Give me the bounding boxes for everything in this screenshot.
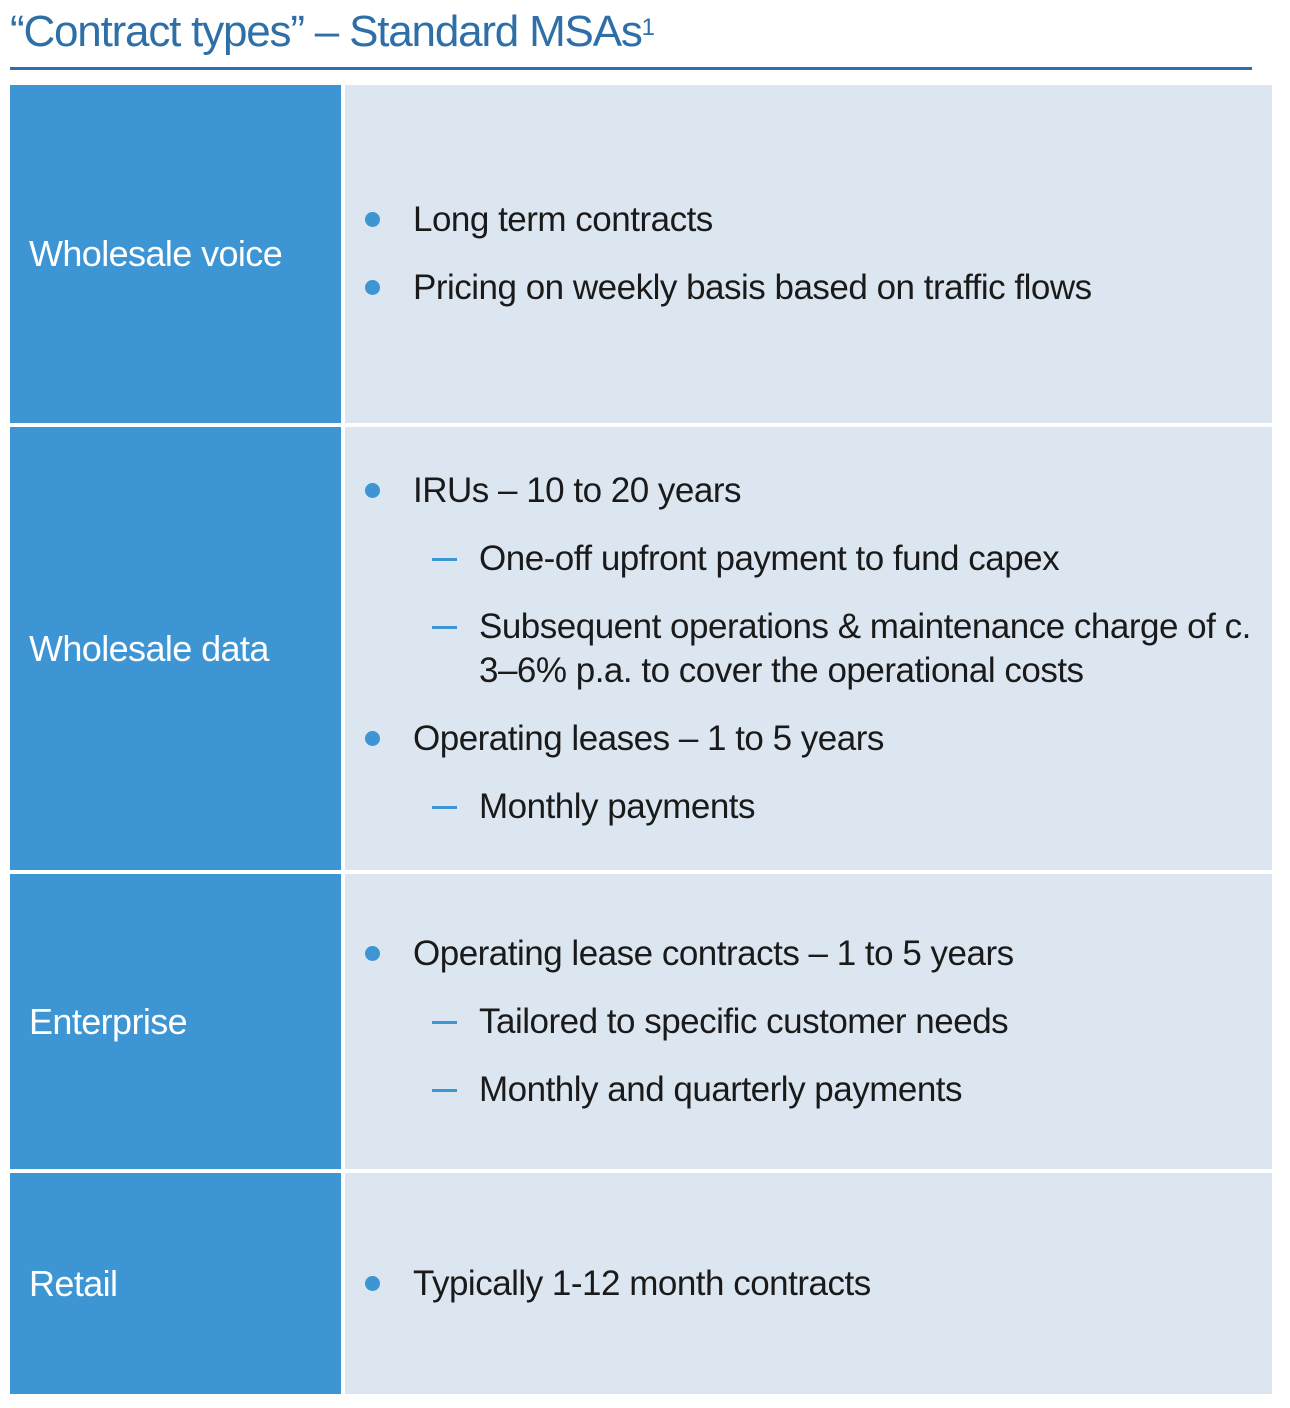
bullet-dot-icon [365, 212, 380, 227]
row-label: Wholesale voice [10, 85, 341, 423]
sub-bullet-text: One-off upfront payment to fund capex [479, 538, 1060, 578]
bullet-dot-icon [365, 1275, 380, 1291]
sub-bullet-text: Monthly payments [479, 786, 756, 826]
row-content: Typically 1-12 month contracts [345, 1173, 1272, 1394]
sub-bullet-item: One-off upfront payment to fund capex [345, 537, 1272, 581]
sub-bullet-item: Monthly and quarterly payments [345, 1068, 1272, 1112]
bullet-dot-icon [365, 730, 380, 746]
table-row-wholesale-voice: Wholesale voice Long term contracts Pric… [10, 85, 1272, 423]
bullet-item: Operating leases – 1 to 5 years [345, 717, 1272, 761]
table-row-enterprise: Enterprise Operating lease contracts – 1… [10, 874, 1272, 1169]
bullet-text: Operating leases – 1 to 5 years [413, 718, 884, 758]
title-underline [10, 67, 1252, 70]
bullet-item: IRUs – 10 to 20 years [345, 469, 1272, 513]
dash-icon [432, 625, 457, 629]
bullet-item: Long term contracts [345, 198, 1272, 242]
dash-icon [432, 557, 457, 561]
sub-bullet-text: Subsequent operations & maintenance char… [479, 606, 1251, 690]
bullet-dot-icon [365, 482, 380, 498]
footnote-marker: 1 [641, 14, 656, 41]
bullet-item: Typically 1-12 month contracts [345, 1262, 1272, 1306]
bullet-text: Pricing on weekly basis based on traffic… [413, 268, 1092, 307]
row-content: Operating lease contracts – 1 to 5 years… [345, 874, 1272, 1169]
sub-bullet-text: Tailored to specific customer needs [479, 1001, 1009, 1041]
dash-icon [432, 1020, 457, 1024]
bullet-text: Operating lease contracts – 1 to 5 years [413, 933, 1014, 973]
sub-bullet-item: Subsequent operations & maintenance char… [345, 605, 1272, 693]
sub-bullet-text: Monthly and quarterly payments [479, 1069, 963, 1109]
table-row-wholesale-data: Wholesale data IRUs – 10 to 20 years One… [10, 427, 1272, 870]
row-label: Enterprise [10, 874, 341, 1169]
bullet-dot-icon [365, 280, 380, 295]
table-row-retail: Retail Typically 1-12 month contracts [10, 1173, 1272, 1394]
dash-icon [432, 805, 457, 809]
page-title-text: “Contract types” – Standard MSAs [10, 7, 643, 56]
page-title: “Contract types” – Standard MSAs1 [10, 4, 655, 60]
bullet-item: Pricing on weekly basis based on traffic… [345, 266, 1272, 310]
row-content: IRUs – 10 to 20 years One-off upfront pa… [345, 427, 1272, 870]
bullet-dot-icon [365, 945, 380, 961]
dash-icon [432, 1088, 457, 1092]
row-content: Long term contracts Pricing on weekly ba… [345, 85, 1272, 423]
row-label: Retail [10, 1173, 341, 1394]
sub-bullet-item: Monthly payments [345, 785, 1272, 829]
sub-bullet-item: Tailored to specific customer needs [345, 1000, 1272, 1044]
bullet-text: Long term contracts [413, 200, 713, 239]
bullet-text: Typically 1-12 month contracts [413, 1263, 871, 1303]
bullet-item: Operating lease contracts – 1 to 5 years [345, 932, 1272, 976]
row-label: Wholesale data [10, 427, 341, 870]
bullet-text: IRUs – 10 to 20 years [413, 470, 742, 510]
